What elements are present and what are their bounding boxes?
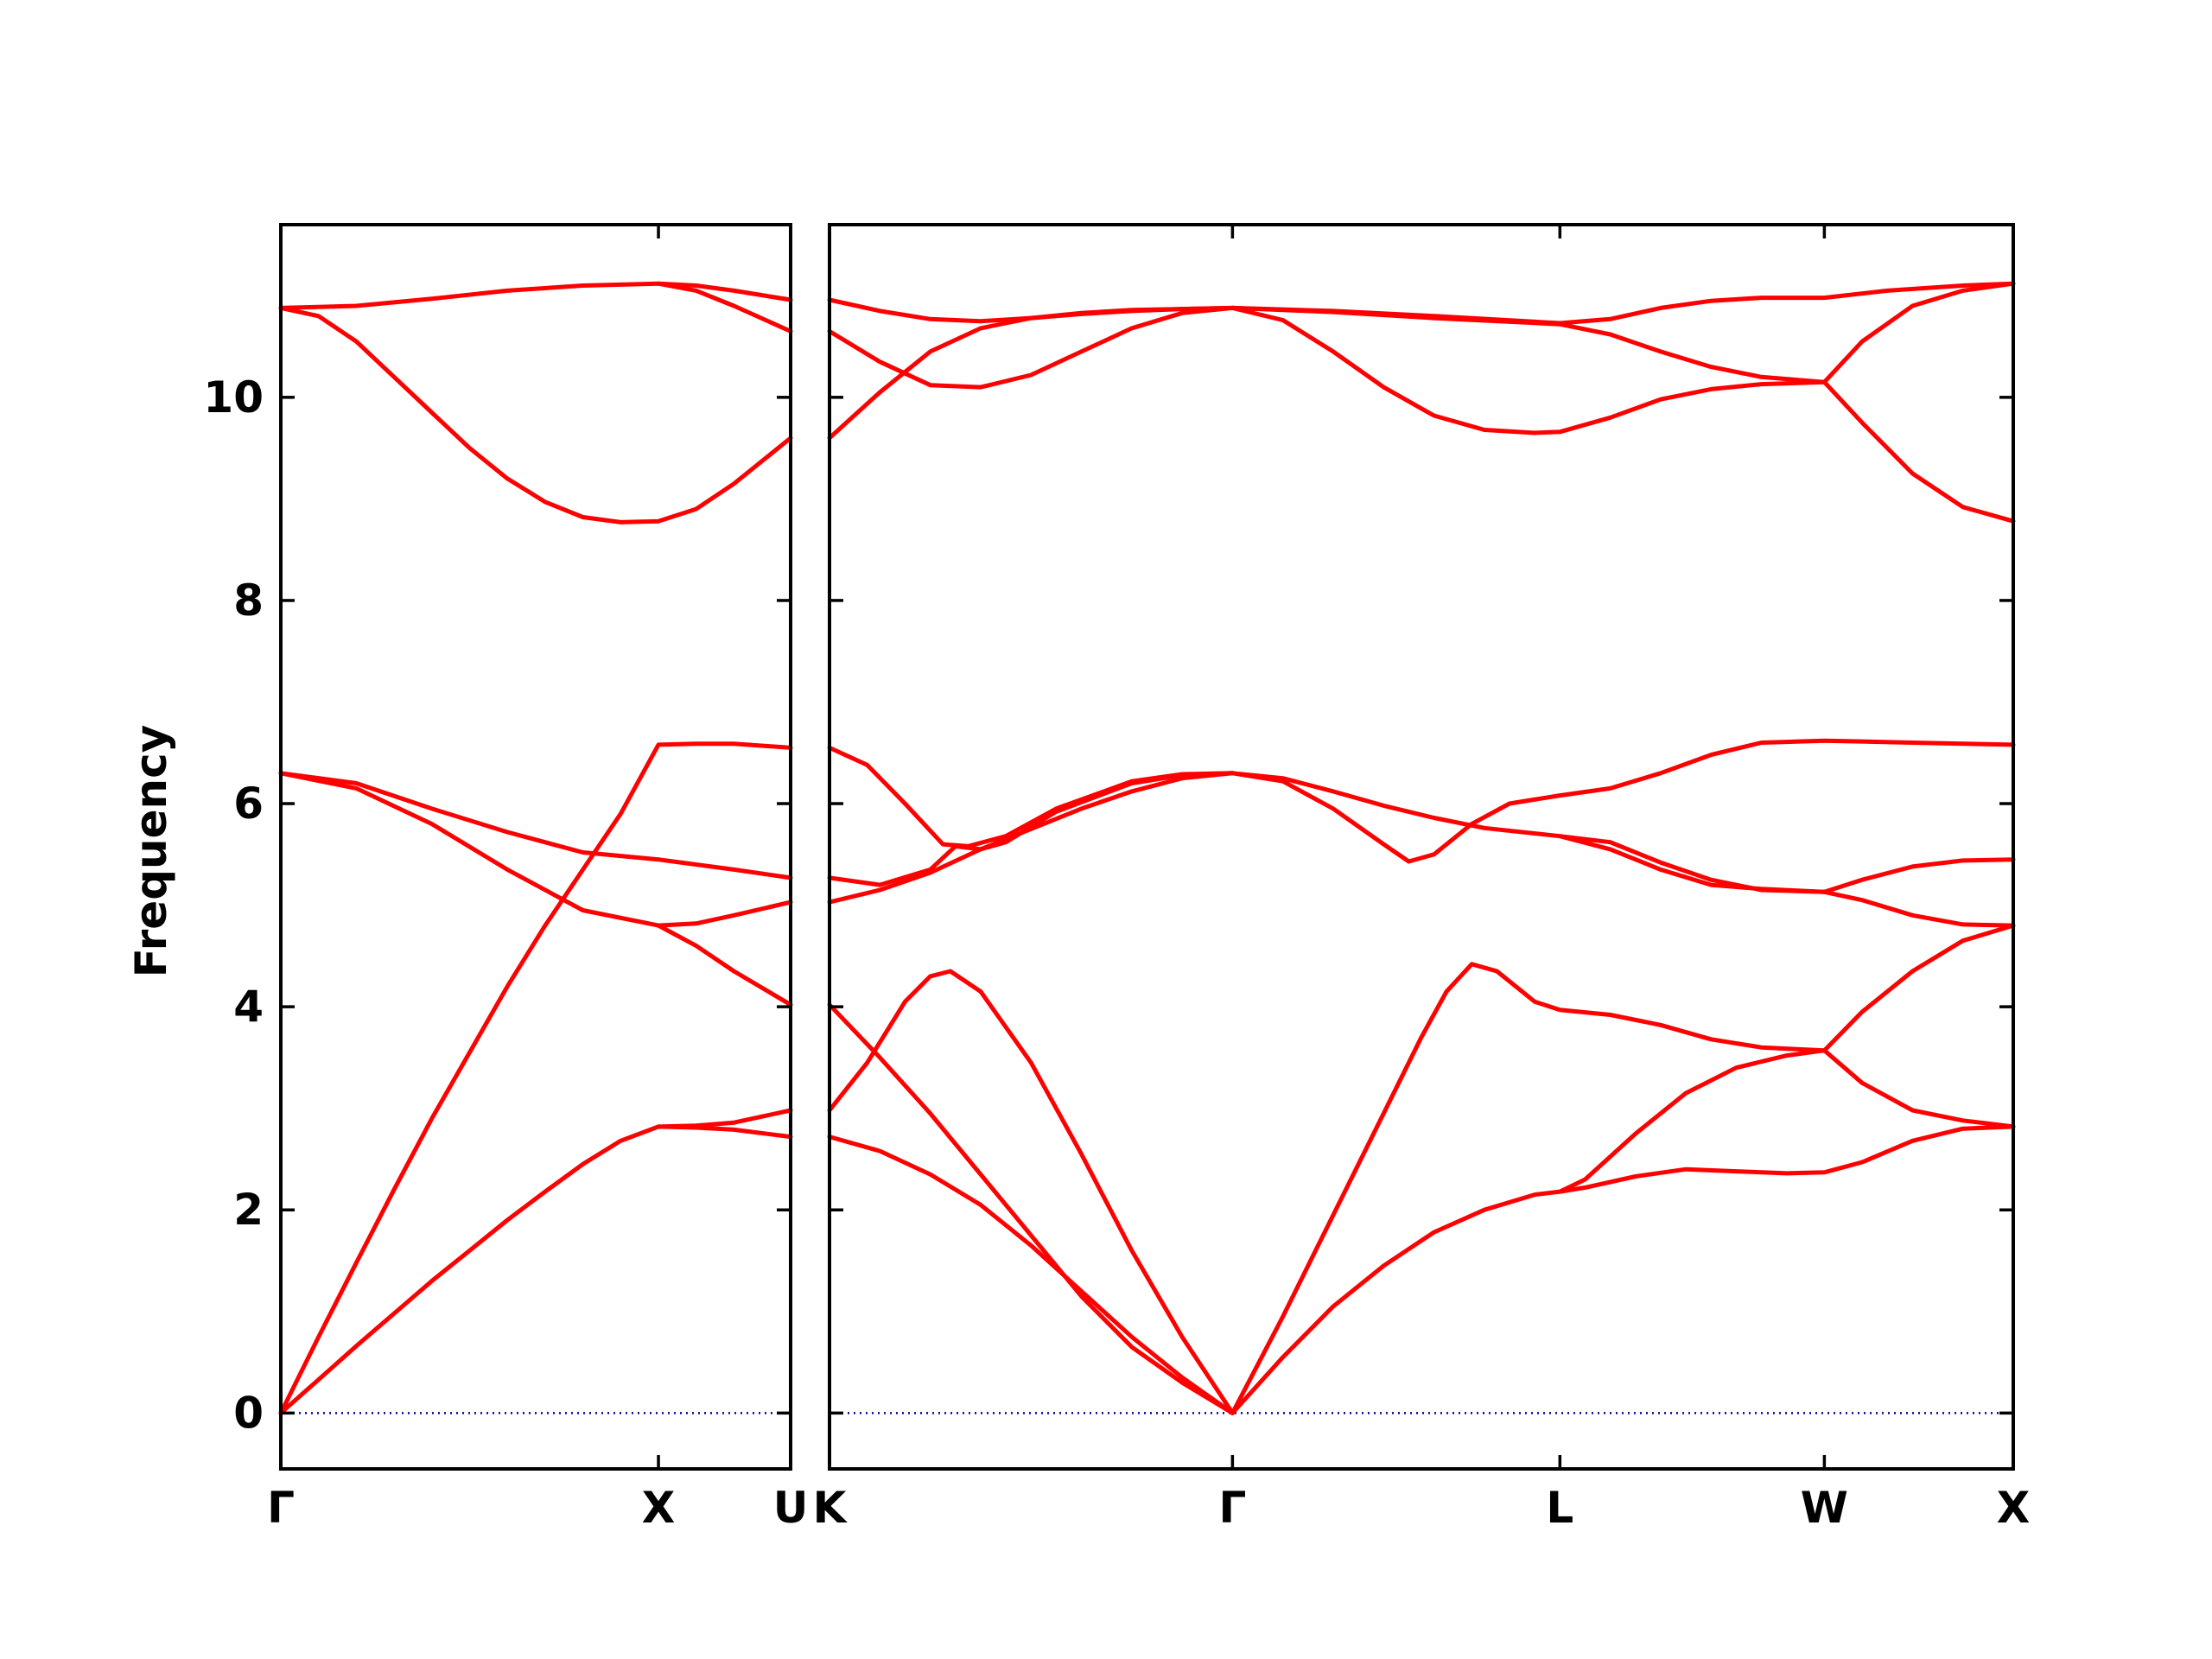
phonon-band-8 bbox=[1821, 1048, 2016, 1129]
y-tick-label: 10 bbox=[203, 372, 264, 423]
phonon-band-11 bbox=[827, 745, 1235, 849]
phonon-band-14 bbox=[1557, 834, 1827, 894]
phonon-band-7 bbox=[1821, 923, 2016, 1053]
y-axis-tick-labels: 0 2 4 6 8 10 bbox=[203, 372, 264, 1439]
phonon-band-24 bbox=[1821, 379, 2016, 524]
phonon-band-3 bbox=[827, 969, 1235, 1415]
y-tick-label: 2 bbox=[233, 1185, 264, 1235]
phonon-band-6 bbox=[1557, 1048, 1827, 1194]
phonon-band-22 bbox=[1230, 281, 2016, 326]
y-axis-label: Frequency bbox=[126, 725, 176, 978]
x-tick-label: X bbox=[1997, 1483, 2031, 1533]
phonon-band-16 bbox=[1821, 889, 2016, 928]
phonon-band-5 bbox=[656, 1108, 793, 1129]
phonon-band-4 bbox=[278, 771, 793, 880]
phonon-band-13 bbox=[1230, 771, 1827, 894]
phonon-band-1 bbox=[827, 1135, 1235, 1415]
phonon-band-2 bbox=[278, 741, 793, 1415]
phonon-band-20 bbox=[1230, 305, 1827, 435]
x-tick-label: X bbox=[642, 1483, 676, 1533]
x-tick-label: Γ bbox=[1218, 1483, 1246, 1533]
phonon-band-15 bbox=[1821, 857, 2016, 894]
y-tick-label: 8 bbox=[233, 575, 264, 626]
y-tick-label: 6 bbox=[233, 779, 264, 829]
phonon-band-5 bbox=[1230, 962, 1827, 1415]
x-tick-label: K bbox=[813, 1483, 849, 1533]
phonon-band-19 bbox=[827, 297, 1235, 324]
y-tick-label: 4 bbox=[233, 982, 264, 1032]
phonon-band-4 bbox=[1230, 1124, 2016, 1415]
x-tick-label: W bbox=[1801, 1483, 1848, 1533]
x-tick-label: L bbox=[1546, 1483, 1573, 1533]
phonon-band-7 bbox=[278, 305, 793, 524]
phonon-band-9 bbox=[656, 281, 793, 334]
x-tick-label: Γ bbox=[267, 1483, 295, 1533]
plot-panels: Γ X U K Γ L W X 0 2 4 6 8 10 bbox=[203, 223, 2031, 1533]
y-tick-label: 0 bbox=[233, 1388, 264, 1438]
phonon-band-3 bbox=[278, 771, 793, 1007]
phonon-band-6 bbox=[656, 899, 793, 928]
phonon-band-8 bbox=[278, 281, 793, 310]
x-tick-label: U bbox=[773, 1483, 809, 1533]
panel-frame bbox=[279, 223, 792, 1471]
phonon-band-18 bbox=[827, 305, 1235, 390]
phonon-band-2 bbox=[827, 1002, 1235, 1415]
phonon-band-12 bbox=[1230, 738, 2016, 864]
phonon-band-23 bbox=[1821, 281, 2016, 385]
panel-frame bbox=[828, 223, 2015, 1471]
